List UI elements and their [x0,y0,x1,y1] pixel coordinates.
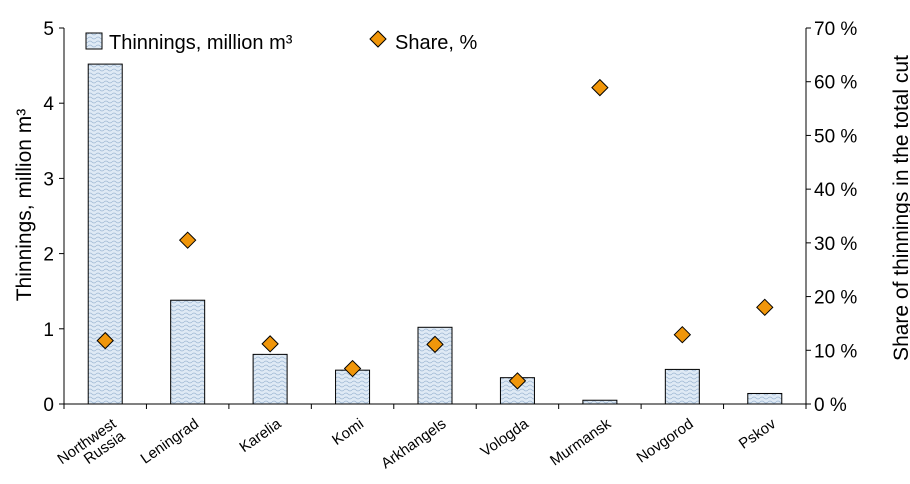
share-marker-karelia [261,335,279,353]
bar-murmansk [582,399,618,405]
y2-axis-title: Share of thinnings in the total cut [890,55,910,361]
x-tick-label: Leningrad [138,415,202,467]
bar-karelia [252,353,288,405]
y2-tick-label: 50 % [814,126,857,147]
y2-tick-label: 0 % [814,395,847,416]
y-tick-label: 0 [43,395,54,416]
share-marker-leningrad [178,231,197,249]
y-axis-title: Thinnings, million m³ [13,109,36,302]
share-series [96,78,774,390]
share-marker-northwest-russia [96,331,114,350]
legend-bar-swatch [85,32,103,50]
share-marker-pskov [756,298,774,317]
y2-tick-label: 20 % [814,288,857,309]
x-tick-label: Pskov [736,415,780,453]
x-tick-label: Novgorod [634,415,697,466]
y-tick-label: 1 [43,320,54,341]
x-tick-label: Arkhangels [378,415,449,472]
y2-tick-label: 70 % [814,19,857,40]
legend-bar-label: Thinnings, million m³ [109,32,293,54]
y-tick-label: 3 [43,169,54,190]
y2-tick-label: 30 % [814,234,857,255]
bar-northwest-russia [87,63,123,405]
category-labels: NorthwestRussia Leningrad Karelia Komi Arkha… [54,415,780,480]
bar-pskov [747,392,783,405]
legend: Thinnings, million m³ Share, % [85,30,477,54]
y-tick-label: 4 [43,94,54,115]
x-tick-label: Vologda [478,415,533,460]
y2-tick-label: 60 % [814,73,857,94]
share-marker-arkhangels [426,335,444,354]
bar-komi [335,369,371,405]
share-marker-komi [343,359,362,378]
bar-novgorod [664,368,700,405]
y-tick-label: 2 [43,245,54,266]
y2-tick-label: 10 % [814,341,857,362]
legend-marker-label: Share, % [395,32,477,54]
share-marker-novgorod [673,326,692,344]
x-tick-label: Komi [329,415,367,449]
x-tick-label: NorthwestRussia [54,415,128,480]
x-tick-label: Karelia [236,415,285,456]
y2-tick-label: 40 % [814,180,857,201]
share-marker-murmansk [591,78,609,97]
x-tick-label: Murmansk [547,415,615,469]
share-marker-vologda [508,372,527,390]
y-tick-label: 5 [43,19,54,40]
legend-marker-swatch [369,30,387,48]
bar-leningrad [170,299,206,405]
